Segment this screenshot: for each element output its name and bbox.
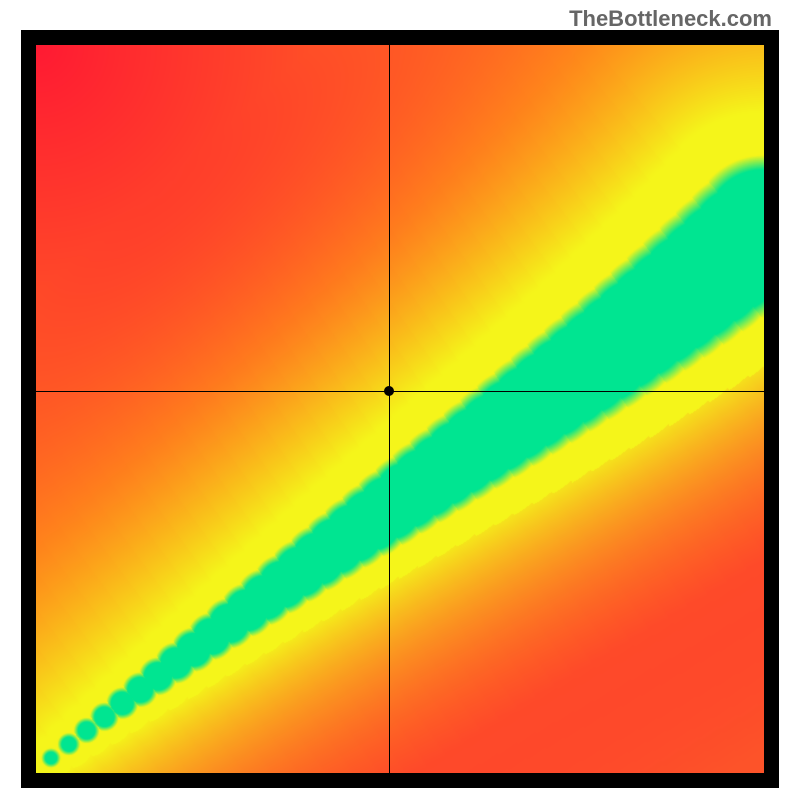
watermark-text: TheBottleneck.com (569, 6, 772, 32)
crosshair-marker (384, 386, 394, 396)
plot-area (36, 45, 764, 773)
crosshair-vertical (389, 45, 390, 773)
crosshair-horizontal (36, 391, 764, 392)
chart-frame (21, 30, 779, 788)
chart-container: TheBottleneck.com (0, 0, 800, 800)
heatmap-canvas (36, 45, 764, 773)
